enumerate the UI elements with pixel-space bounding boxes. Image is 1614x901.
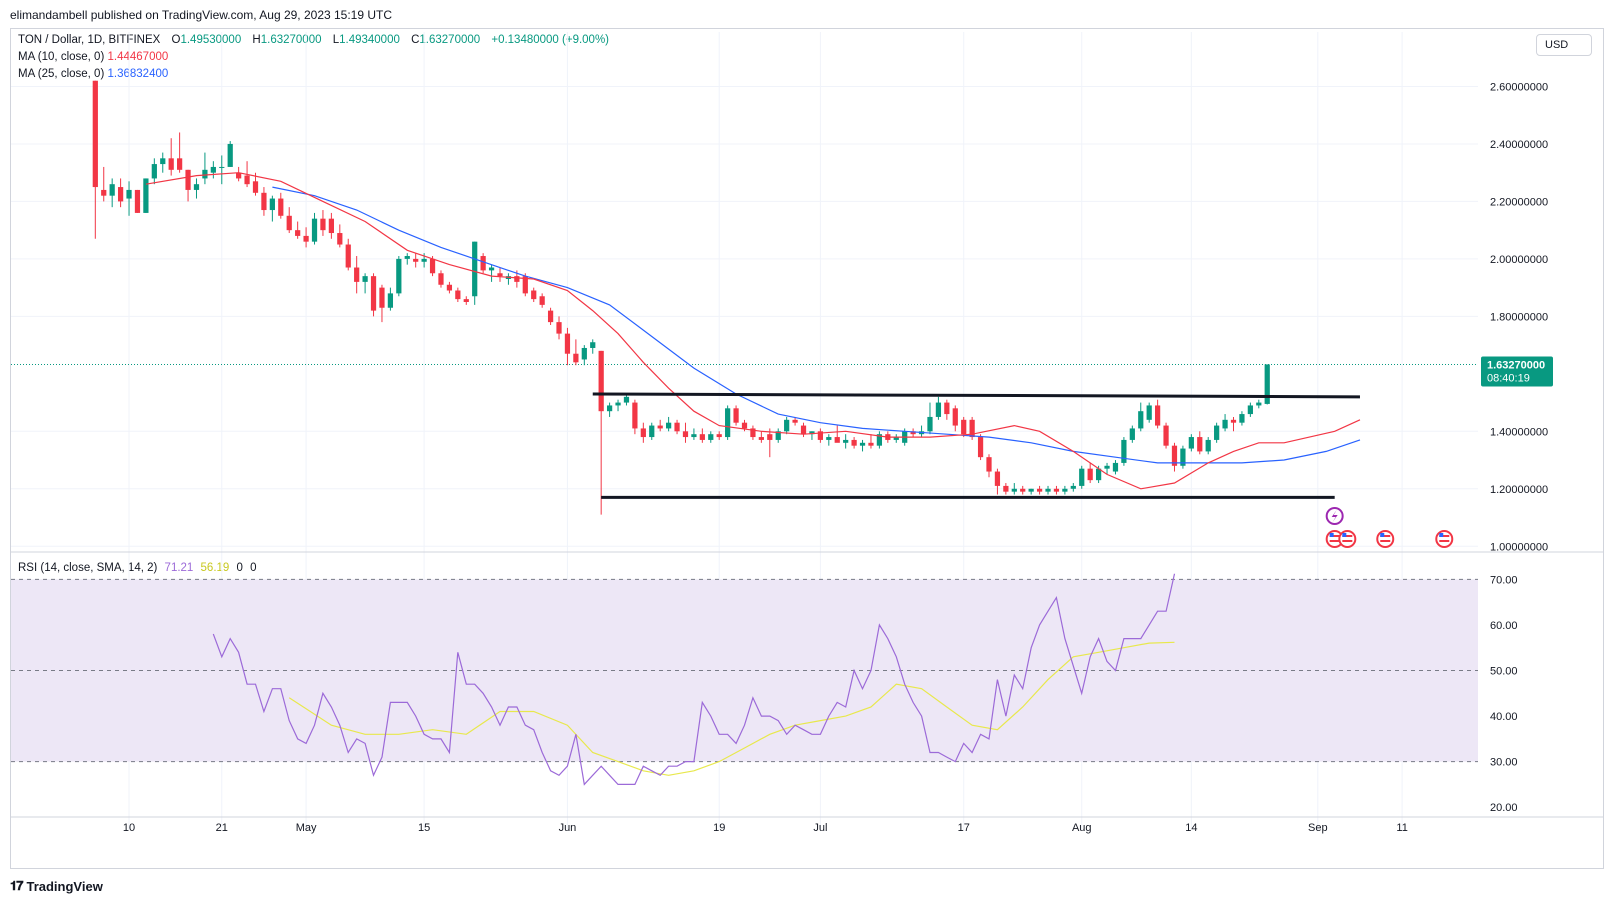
rsi-extra-1: 0 <box>236 562 243 574</box>
ohlc-legend: TON / Dollar, 1D, BITFINEX O1.49530000 H… <box>18 34 617 46</box>
currency-button[interactable]: USD <box>1536 34 1592 56</box>
rsi-extra-2: 0 <box>250 562 257 574</box>
rsi-sma-value: 56.19 <box>200 562 230 574</box>
rsi-legend[interactable]: RSI (14, close, SMA, 14, 2) 71.21 56.19 … <box>18 562 257 574</box>
symbol-label[interactable]: TON / Dollar, 1D, BITFINEX <box>18 34 161 46</box>
close-value: 1.63270000 <box>419 34 481 46</box>
rsi-value: 71.21 <box>164 562 194 574</box>
publisher-line: elimandambell published on TradingView.c… <box>10 8 393 22</box>
ma25-label: MA (25, close, 0) <box>18 68 105 80</box>
ma25-value: 1.36832400 <box>107 68 169 80</box>
low-label: L <box>332 34 340 46</box>
footer-brand: TradingView <box>26 878 103 894</box>
rsi-label: RSI (14, close, SMA, 14, 2) <box>18 562 158 574</box>
open-label: O <box>171 34 181 46</box>
chart-frame <box>10 28 1604 869</box>
change-value: +0.13480000 (+9.00%) <box>491 34 610 46</box>
tradingview-footer[interactable]: 𝟏𝟕 TradingView <box>10 878 103 894</box>
ma10-legend[interactable]: MA (10, close, 0) 1.44467000 <box>18 51 168 63</box>
low-value: 1.49340000 <box>339 34 400 46</box>
tradingview-logo-icon: 𝟏𝟕 <box>10 878 24 893</box>
ma25-legend[interactable]: MA (25, close, 0) 1.36832400 <box>18 68 168 80</box>
ma10-label: MA (10, close, 0) <box>18 51 105 63</box>
high-label: H <box>252 34 261 46</box>
open-value: 1.49530000 <box>180 34 242 46</box>
ma10-value: 1.44467000 <box>107 51 169 63</box>
close-label: C <box>411 34 420 46</box>
high-value: 1.63270000 <box>260 34 322 46</box>
